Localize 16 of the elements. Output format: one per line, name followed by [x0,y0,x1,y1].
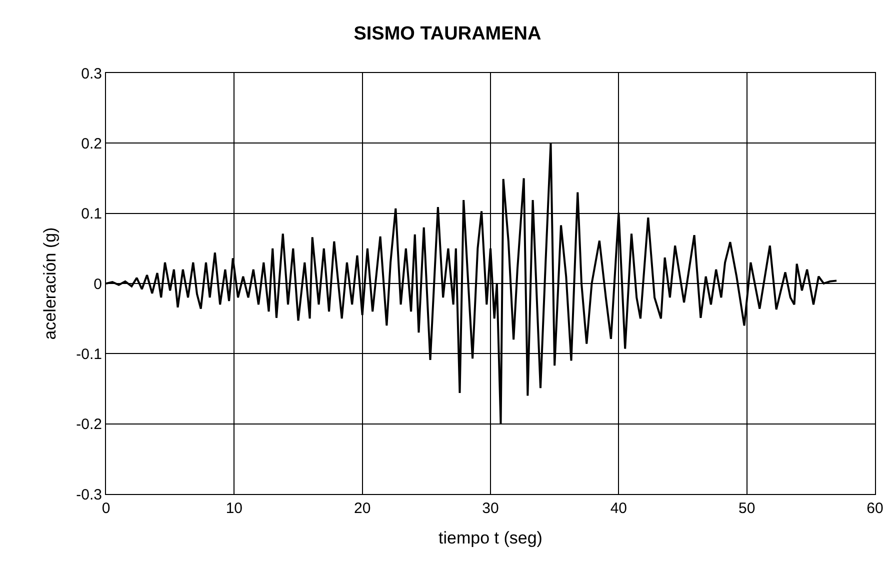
chart-title: SISMO TAURAMENA [354,24,542,45]
x-tick-label: 10 [226,500,243,517]
x-axis-title: tiempo t (seg) [438,528,542,548]
x-tick-label: 20 [354,500,371,517]
y-tick-label: 0.1 [81,206,102,223]
y-tick-label: -0.1 [76,346,102,363]
x-tick-label: 30 [482,500,499,517]
x-tick-label: 50 [738,500,756,517]
y-tick-label: -0.2 [76,416,102,434]
y-tick-label: 0.3 [81,65,102,82]
y-tick-label: 0 [94,276,102,293]
x-tick-label: 40 [610,500,628,517]
y-tick-label: 0.2 [81,135,102,152]
y-tick-label: -0.3 [76,486,102,504]
x-tick-label: 60 [866,500,884,517]
y-axis-title: aceleración (g) [40,227,60,340]
